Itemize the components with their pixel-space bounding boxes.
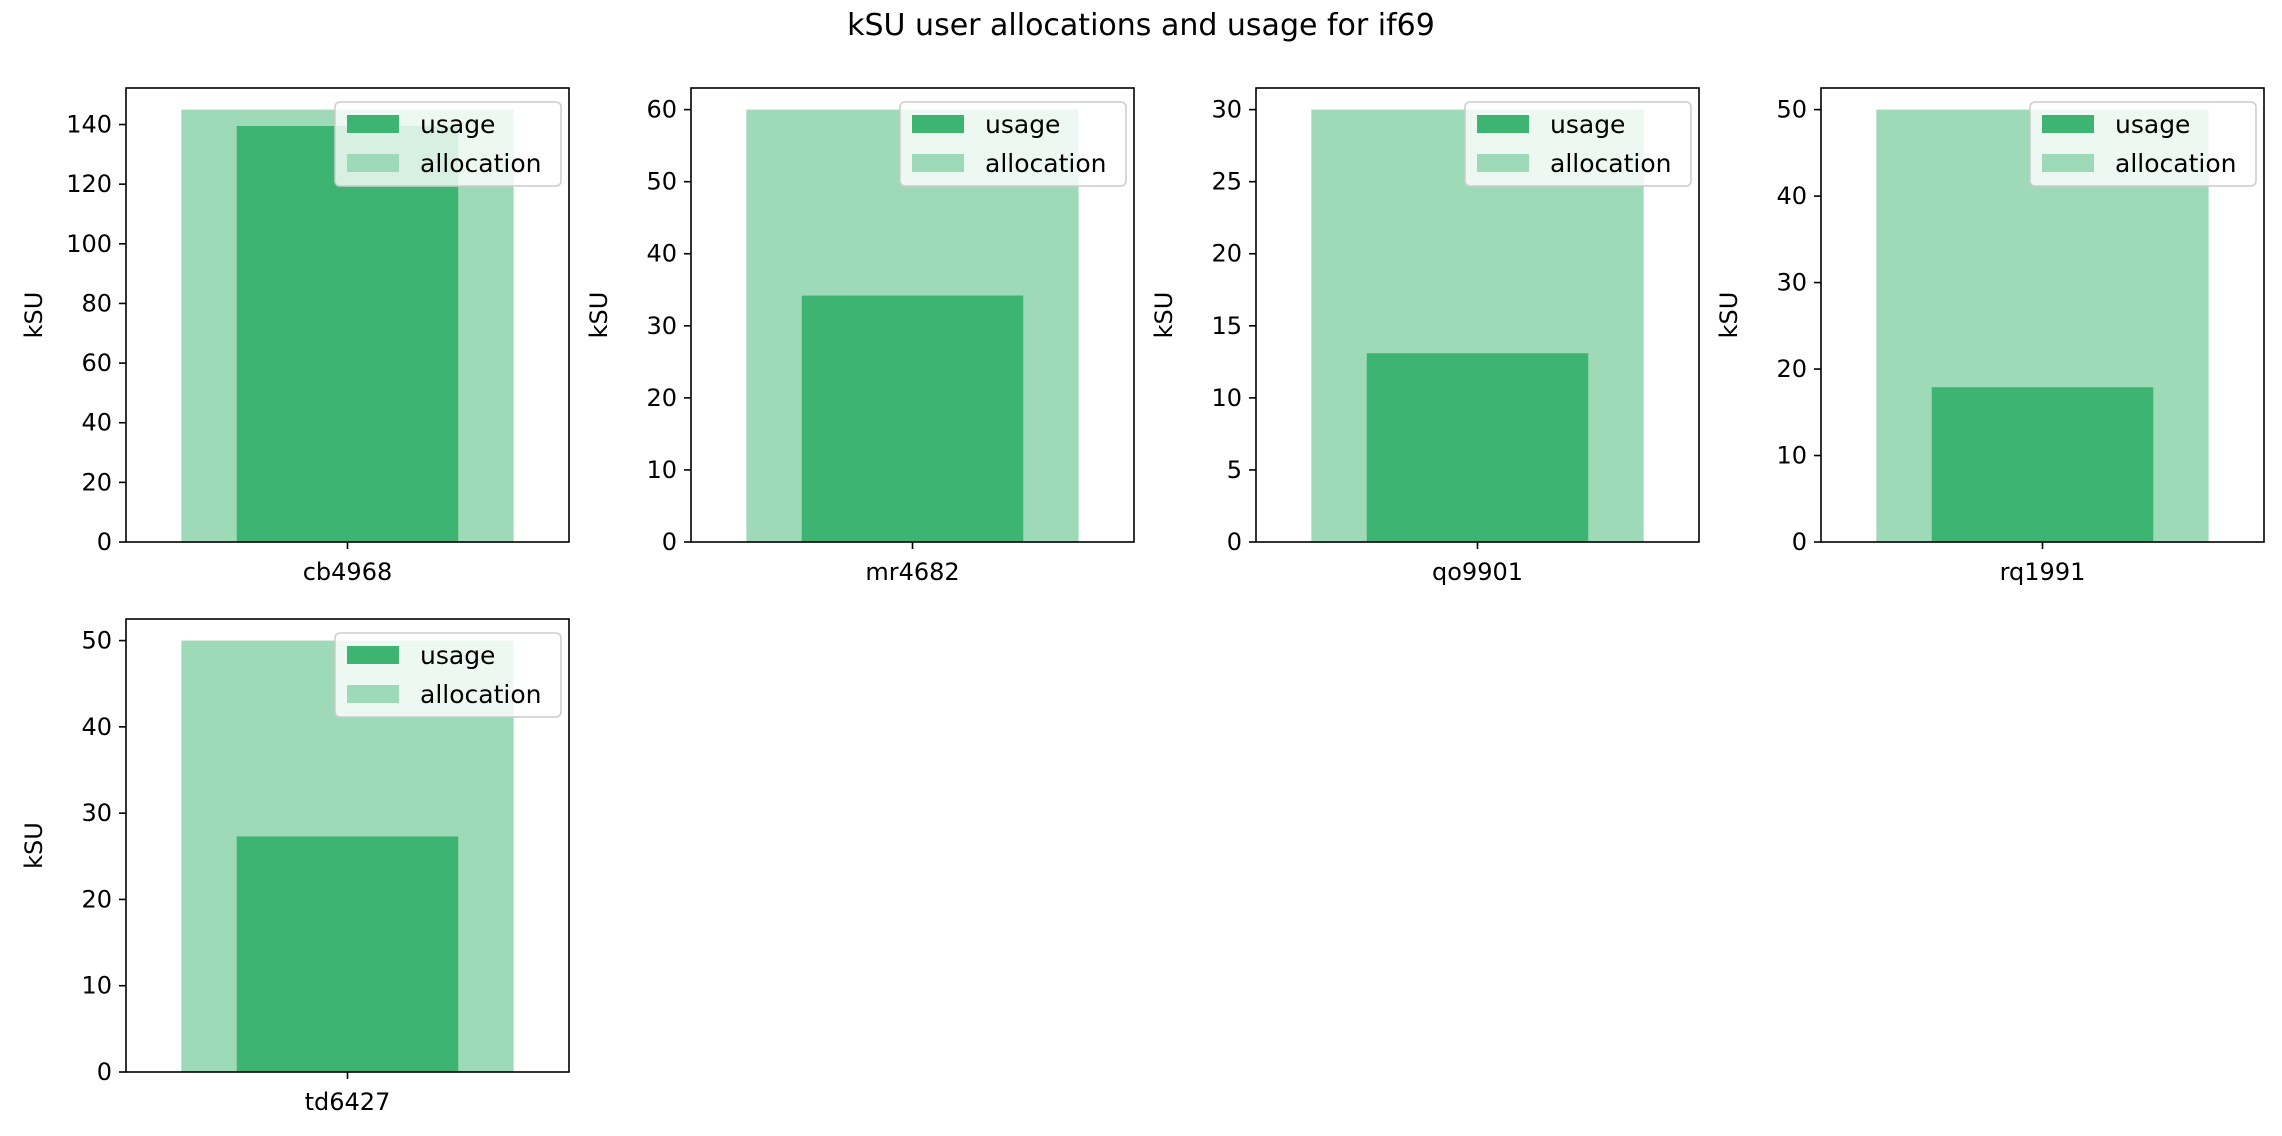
y-tick-label: 30 bbox=[1211, 96, 1242, 124]
y-tick-label: 140 bbox=[66, 111, 112, 139]
y-tick-label: 50 bbox=[1776, 96, 1807, 124]
usage-bar bbox=[801, 295, 1024, 542]
y-tick-label: 0 bbox=[97, 528, 112, 556]
y-tick-label: 30 bbox=[1776, 269, 1807, 297]
figure-title: kSU user allocations and usage for if69 bbox=[847, 8, 1435, 43]
legend-swatch-allocation bbox=[1477, 154, 1529, 172]
y-tick-label: 0 bbox=[1227, 528, 1242, 556]
y-tick-label: 120 bbox=[66, 170, 112, 198]
y-tick-label: 100 bbox=[66, 230, 112, 258]
legend-label-usage: usage bbox=[420, 641, 495, 670]
y-tick-label: 0 bbox=[1792, 528, 1807, 556]
y-axis-label: kSU bbox=[1715, 292, 1743, 339]
x-tick-label: qo9901 bbox=[1432, 558, 1523, 586]
y-tick-label: 10 bbox=[1211, 384, 1242, 412]
y-tick-label: 50 bbox=[81, 627, 112, 655]
legend-swatch-allocation bbox=[347, 685, 399, 703]
y-tick-label: 40 bbox=[646, 240, 677, 268]
legend-swatch-usage bbox=[1477, 115, 1529, 133]
y-tick-label: 20 bbox=[1776, 355, 1807, 383]
y-tick-label: 20 bbox=[646, 384, 677, 412]
legend-swatch-usage bbox=[347, 646, 399, 664]
x-tick-label: mr4682 bbox=[865, 558, 959, 586]
y-tick-label: 25 bbox=[1211, 168, 1242, 196]
y-axis-label: kSU bbox=[1150, 292, 1178, 339]
y-tick-label: 50 bbox=[646, 168, 677, 196]
y-tick-label: 10 bbox=[646, 456, 677, 484]
usage-bar bbox=[236, 126, 459, 542]
legend-swatch-allocation bbox=[2042, 154, 2094, 172]
x-tick-label: rq1991 bbox=[2000, 558, 2086, 586]
legend-label-usage: usage bbox=[1550, 110, 1625, 139]
y-tick-label: 80 bbox=[81, 289, 112, 317]
y-tick-label: 10 bbox=[81, 972, 112, 1000]
legend-label-usage: usage bbox=[985, 110, 1060, 139]
legend-swatch-usage bbox=[912, 115, 964, 133]
legend-label-usage: usage bbox=[420, 110, 495, 139]
legend-swatch-usage bbox=[2042, 115, 2094, 133]
y-tick-label: 60 bbox=[646, 96, 677, 124]
legend-label-allocation: allocation bbox=[985, 149, 1106, 178]
legend-label-allocation: allocation bbox=[420, 680, 541, 709]
y-tick-label: 40 bbox=[1776, 182, 1807, 210]
y-tick-label: 15 bbox=[1211, 312, 1242, 340]
y-tick-label: 20 bbox=[1211, 240, 1242, 268]
usage-bar bbox=[1931, 387, 2154, 542]
legend-label-allocation: allocation bbox=[2115, 149, 2236, 178]
y-axis-label: kSU bbox=[20, 822, 48, 869]
legend-label-usage: usage bbox=[2115, 110, 2190, 139]
legend-swatch-usage bbox=[347, 115, 399, 133]
y-tick-label: 30 bbox=[646, 312, 677, 340]
y-tick-label: 0 bbox=[662, 528, 677, 556]
usage-bar bbox=[236, 836, 459, 1072]
legend-label-allocation: allocation bbox=[1550, 149, 1671, 178]
x-tick-label: td6427 bbox=[305, 1088, 391, 1116]
y-tick-label: 40 bbox=[81, 713, 112, 741]
y-tick-label: 60 bbox=[81, 349, 112, 377]
y-tick-label: 20 bbox=[81, 885, 112, 913]
y-axis-label: kSU bbox=[20, 292, 48, 339]
legend-swatch-allocation bbox=[912, 154, 964, 172]
legend-swatch-allocation bbox=[347, 154, 399, 172]
usage-bar bbox=[1366, 353, 1589, 542]
y-tick-label: 20 bbox=[81, 468, 112, 496]
y-tick-label: 10 bbox=[1776, 442, 1807, 470]
y-tick-label: 5 bbox=[1227, 456, 1242, 484]
y-tick-label: 0 bbox=[97, 1058, 112, 1086]
y-axis-label: kSU bbox=[585, 292, 613, 339]
y-tick-label: 40 bbox=[81, 409, 112, 437]
x-tick-label: cb4968 bbox=[303, 558, 393, 586]
legend-label-allocation: allocation bbox=[420, 149, 541, 178]
y-tick-label: 30 bbox=[81, 799, 112, 827]
